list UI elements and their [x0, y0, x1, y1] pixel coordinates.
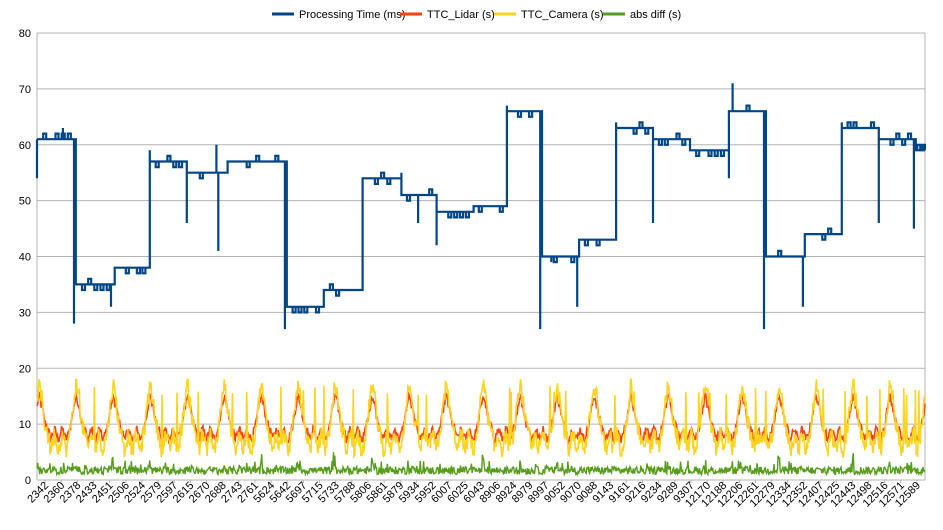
- y-tick-label: 80: [19, 28, 31, 40]
- y-tick-label: 50: [19, 196, 31, 208]
- y-tick-label: 10: [19, 419, 31, 431]
- y-tick-label: 0: [25, 475, 31, 487]
- y-tick-label: 30: [19, 307, 31, 319]
- legend-label: abs diff (s): [630, 9, 681, 21]
- y-tick-label: 60: [19, 140, 31, 152]
- legend-label: Processing Time (ms): [299, 9, 405, 21]
- series-ttc-lidar-line: [36, 390, 926, 446]
- series-layer: [35, 83, 926, 477]
- series-abs-diff-line: [36, 452, 926, 477]
- y-axis: 0 10 20 30 40 50 60 70 80: [19, 28, 31, 487]
- grid: [36, 32, 926, 481]
- x-axis: 2342236023782433245125062524257925972615…: [25, 480, 923, 510]
- legend-label: TTC_Lidar (s): [427, 9, 495, 21]
- y-tick-label: 40: [19, 252, 31, 264]
- legend-label: TTC_Camera (s): [521, 9, 604, 21]
- series-ttc-camera-line: [36, 378, 926, 460]
- y-tick-label: 70: [19, 84, 31, 96]
- series-processing-time-line: [35, 83, 926, 330]
- legend: Processing Time (ms) TTC_Lidar (s) TTC_Cam…: [272, 9, 681, 21]
- y-tick-label: 20: [19, 363, 31, 375]
